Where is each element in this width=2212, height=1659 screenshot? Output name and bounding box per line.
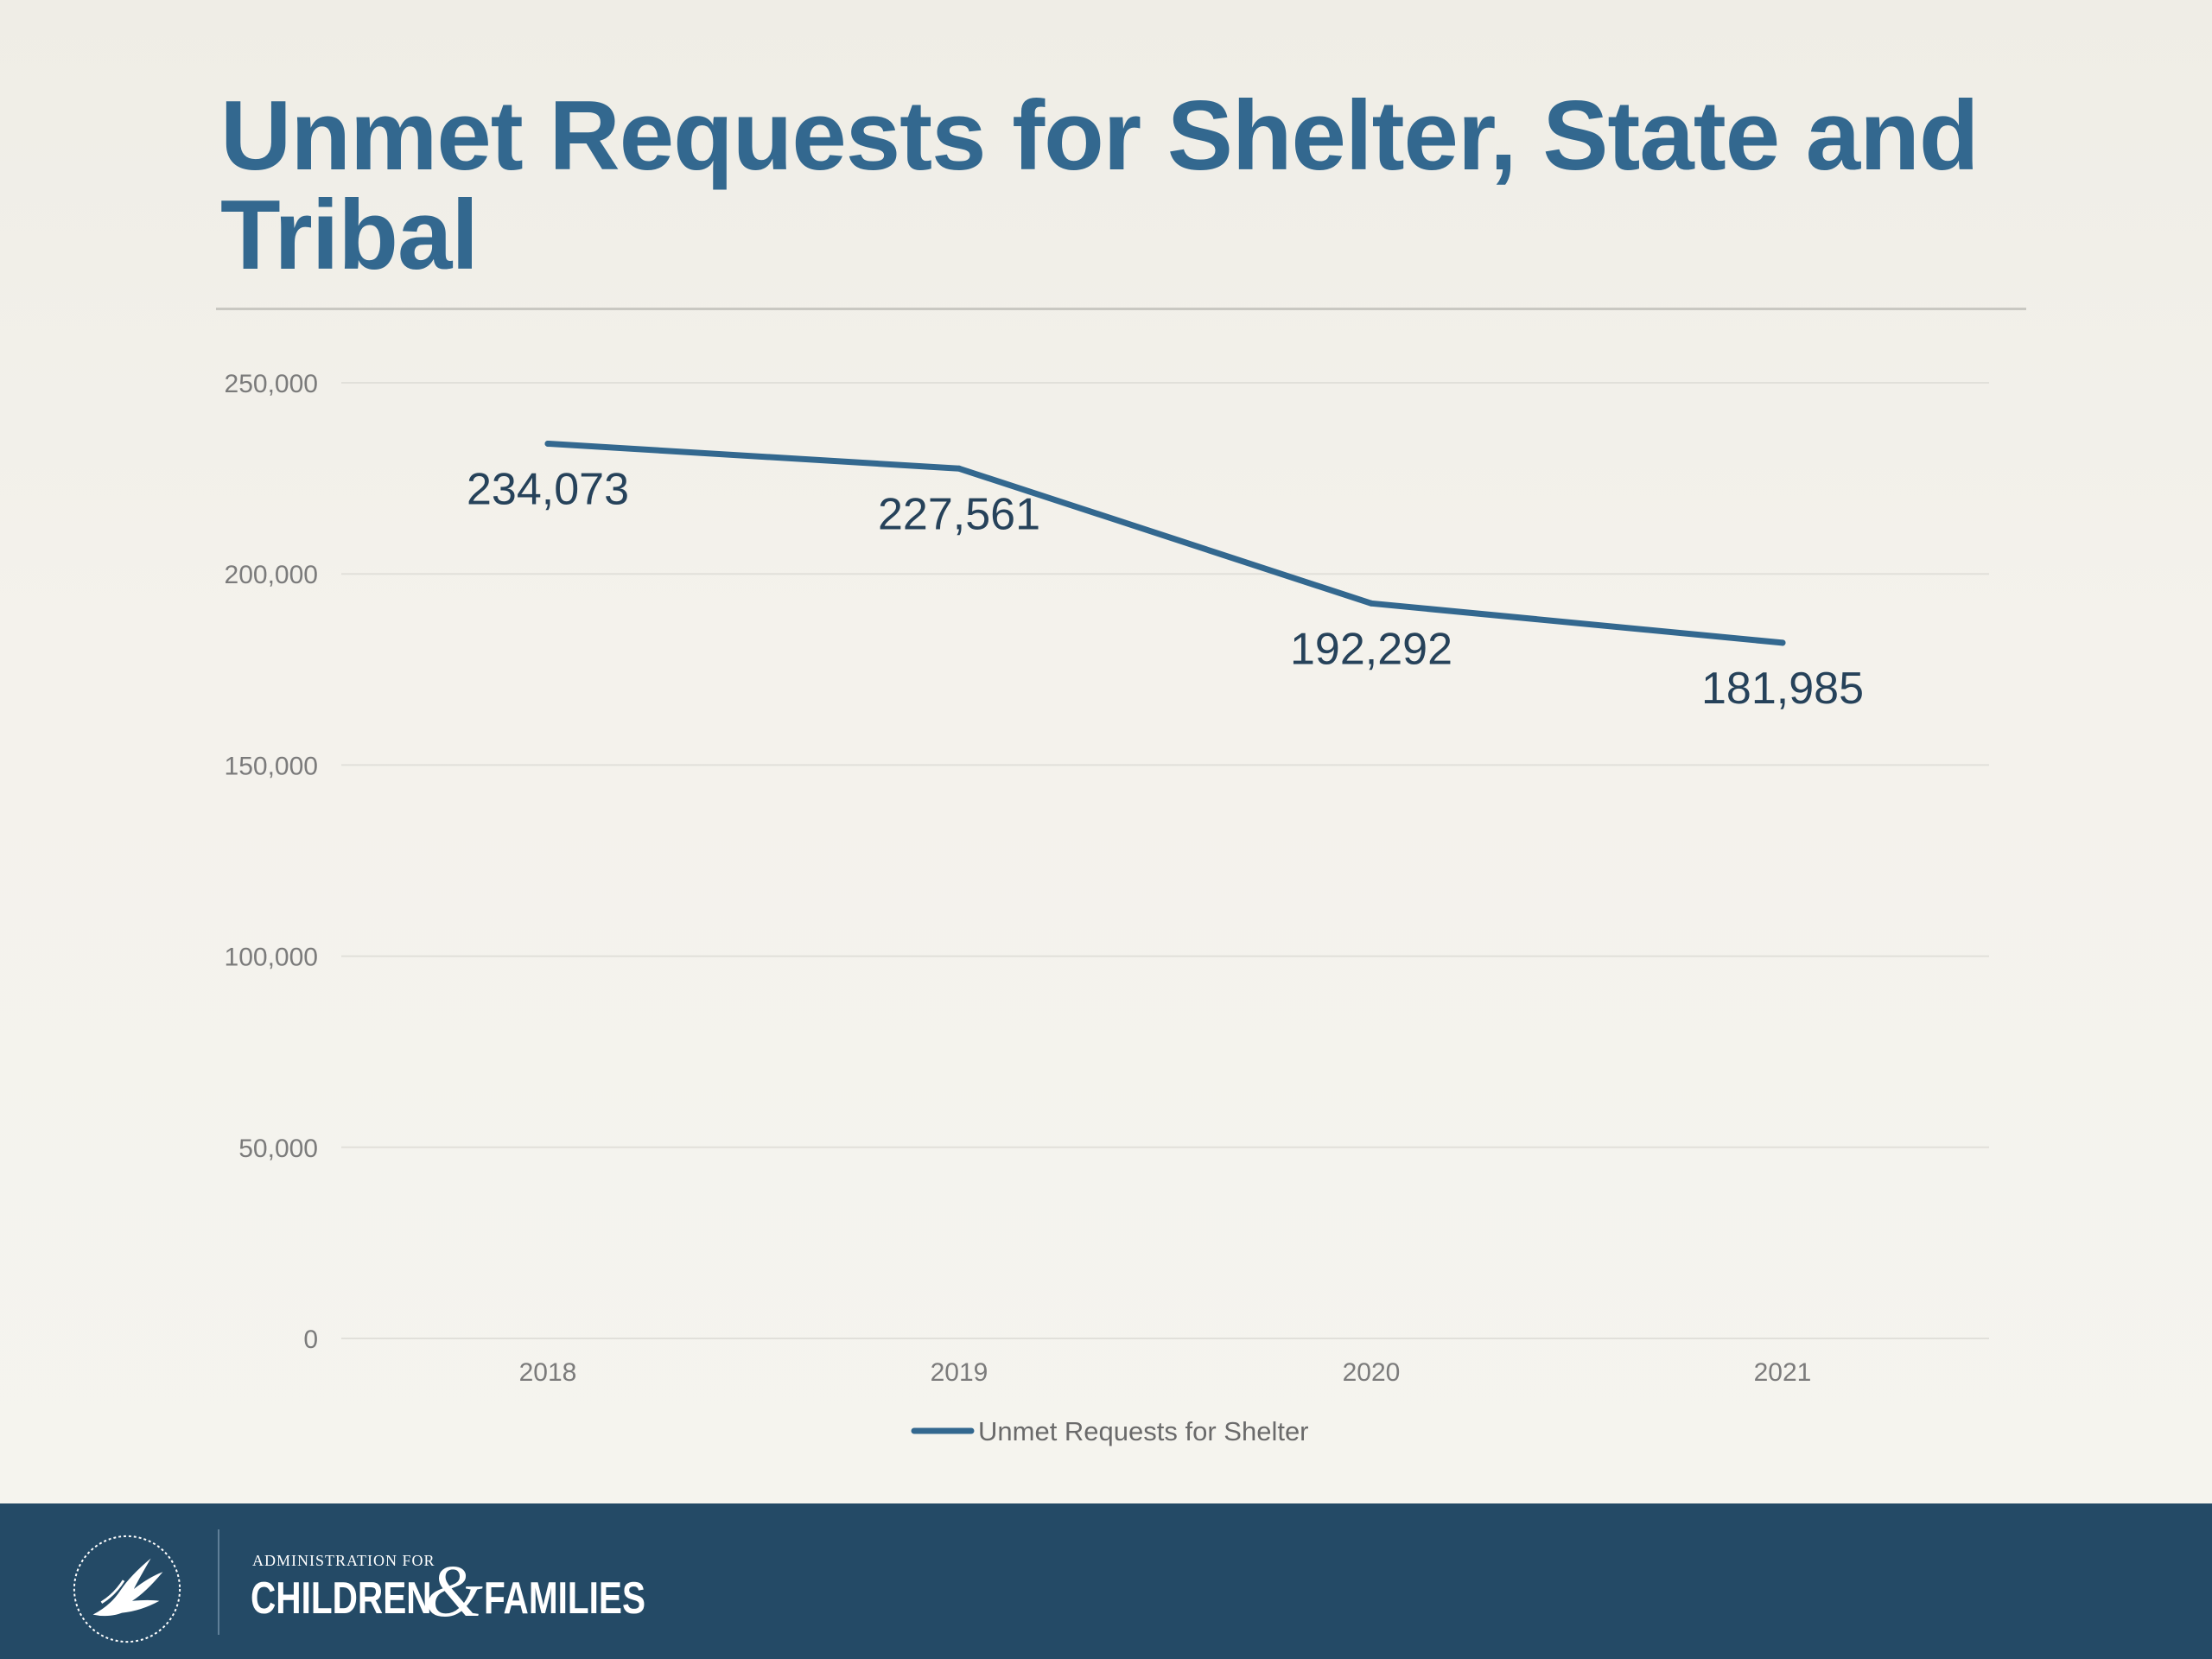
data-label: 227,561 (878, 489, 1040, 539)
y-tick-label: 200,000 (225, 561, 318, 589)
data-label: 181,985 (1701, 664, 1864, 714)
hhs-eagle-seal-icon (73, 1535, 181, 1643)
title-divider (216, 308, 2026, 310)
data-label: 192,292 (1290, 624, 1452, 674)
y-tick-label: 150,000 (225, 752, 318, 780)
x-axis-tick-labels: 2018 2019 2020 2021 (519, 1358, 1812, 1387)
data-point (544, 440, 551, 447)
y-tick-label: 100,000 (225, 944, 318, 972)
data-point (1779, 639, 1786, 646)
agency-name-small: ADMINISTRATION FOR (252, 1552, 435, 1569)
y-tick-label: 50,000 (238, 1135, 318, 1163)
legend-label: Unmet Requests for Shelter (978, 1416, 1309, 1446)
series-lines (544, 440, 1786, 646)
agency-name-families: FAMILIES (484, 1573, 646, 1624)
x-tick-label: 2019 (931, 1358, 988, 1387)
x-tick-label: 2020 (1343, 1358, 1401, 1387)
data-point (1368, 600, 1375, 607)
x-tick-label: 2018 (519, 1358, 577, 1387)
y-tick-label: 250,000 (225, 370, 318, 398)
agency-ampersand: & (425, 1549, 483, 1632)
footer-divider (218, 1529, 219, 1635)
y-axis-tick-labels: 0 50,000 100,000 150,000 200,000 250,000 (225, 370, 318, 1354)
y-tick-label: 0 (303, 1325, 318, 1354)
footer-bar: ADMINISTRATION FOR CHILDREN & FAMILIES (0, 1503, 2212, 1659)
data-labels: 234,073 227,561 192,292 181,985 (467, 464, 1864, 713)
legend: Unmet Requests for Shelter (911, 1416, 1309, 1446)
slide-title: Unmet Requests for Shelter, State and Tr… (220, 81, 1979, 290)
data-point (956, 465, 963, 472)
data-label: 234,073 (467, 464, 629, 514)
gridlines (341, 382, 1989, 1339)
series-line (544, 440, 1786, 646)
x-tick-label: 2021 (1754, 1358, 1812, 1387)
agency-name-children: CHILDREN (251, 1573, 432, 1624)
